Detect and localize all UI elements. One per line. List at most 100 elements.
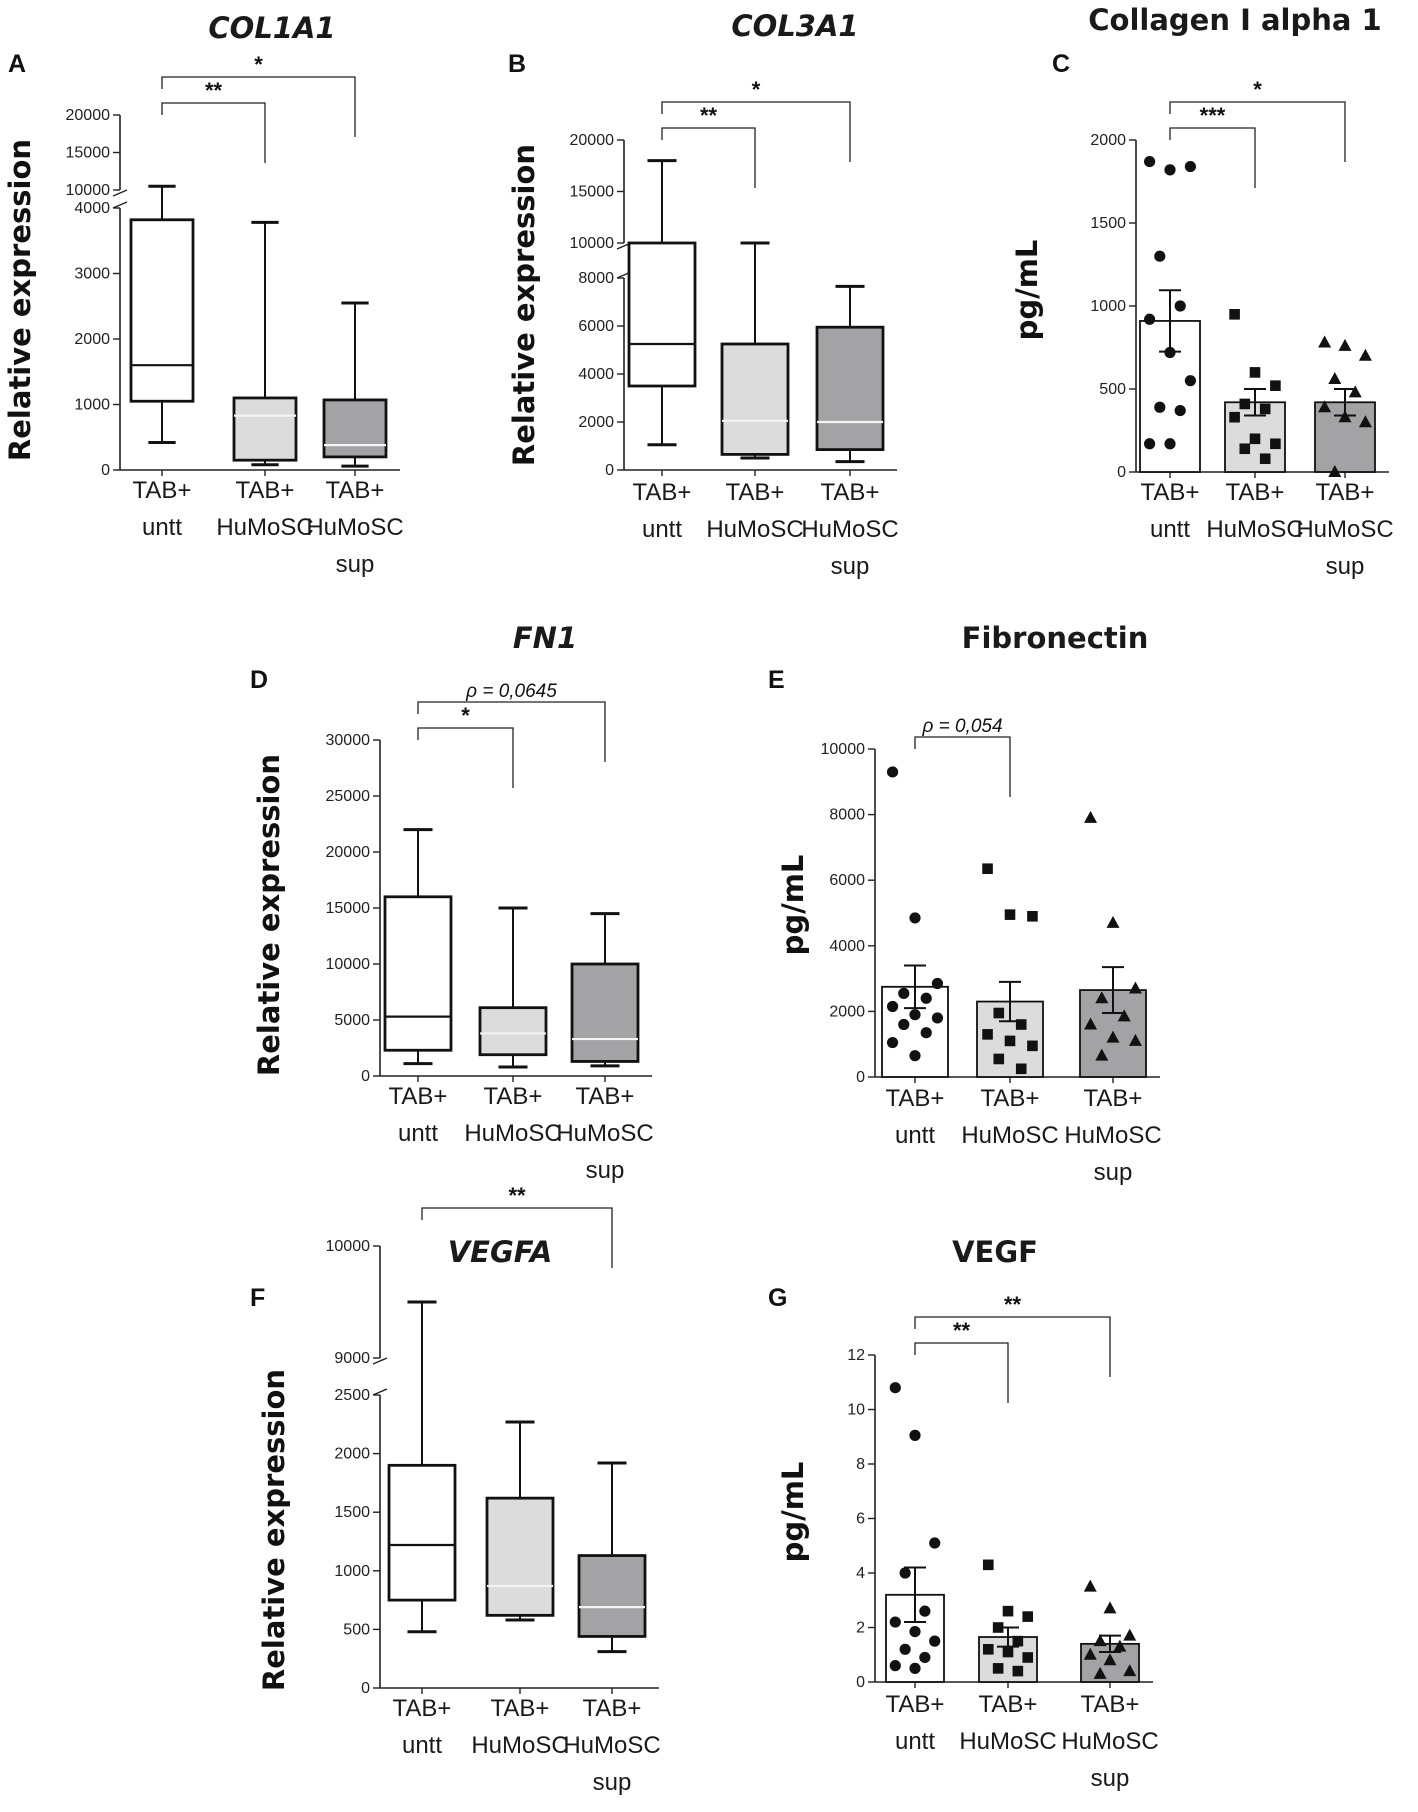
category-label-humosc-sup: sup	[1091, 1765, 1130, 1792]
category-label-humosc-sup: HuMoSC	[801, 516, 898, 543]
panel-label-c: C	[1052, 50, 1070, 78]
data-point-circle	[929, 1635, 941, 1647]
category-label-untt: TAB+	[886, 1085, 945, 1112]
data-point-square	[1239, 443, 1251, 455]
box-iqr	[383, 895, 453, 1052]
box-iqr	[815, 325, 885, 452]
category-label-humosc-sup: sup	[336, 551, 375, 578]
box-humosc	[485, 1420, 555, 1622]
data-point-triangle	[1106, 915, 1120, 928]
data-point-circle	[909, 1009, 921, 1021]
category-label-humosc: TAB+	[491, 1695, 550, 1722]
title-collagen-i-alpha-1: Collagen I alpha 1	[1088, 3, 1381, 37]
significance-label: **	[700, 103, 718, 128]
y-tick-label: 10000	[326, 956, 371, 973]
data-point-triangle	[1358, 348, 1372, 361]
data-point-square	[982, 863, 993, 875]
y-tick-label: 4000	[829, 938, 865, 955]
data-point-triangle	[1348, 385, 1362, 398]
y-tick-label: 1500	[1090, 215, 1126, 232]
category-label-humosc: HuMoSC	[706, 516, 803, 543]
data-point-square	[1229, 411, 1240, 423]
data-point-square	[993, 1053, 1005, 1065]
category-label-untt: untt	[895, 1728, 935, 1755]
box-untt	[129, 184, 195, 444]
data-point-square	[1229, 309, 1240, 320]
data-point-circle	[909, 912, 921, 924]
y-tick-label: 4000	[74, 200, 110, 217]
axis-break-mark-a	[112, 201, 128, 209]
bracket-line	[661, 127, 756, 188]
data-point-circle	[1164, 164, 1176, 176]
data-point-circle	[898, 1018, 910, 1031]
data-point-square	[992, 1622, 1004, 1633]
data-point-triangle	[1093, 1634, 1107, 1647]
category-label-humosc-sup: sup	[831, 553, 870, 580]
significance-bracket-g-0: **	[914, 1318, 1009, 1403]
category-label-untt: TAB+	[633, 479, 692, 506]
significance-bracket-a-1: *	[161, 52, 356, 137]
bar-group-humosc-sup	[1079, 810, 1147, 1078]
category-label-humosc-sup: TAB+	[1081, 1691, 1140, 1718]
panel-label-f: F	[250, 1284, 265, 1312]
y-tick-label: 1000	[334, 1563, 370, 1580]
y-tick-label: 8000	[578, 270, 614, 287]
y-tick-label: 4	[856, 1565, 865, 1582]
y-tick-label: 0	[856, 1069, 865, 1086]
data-point-triangle	[1113, 1639, 1127, 1652]
significance-label: **	[953, 1318, 971, 1343]
box-untt	[383, 828, 453, 1066]
category-label-untt: untt	[1150, 516, 1190, 543]
y-tick-label: 2000	[334, 1446, 370, 1463]
category-label-humosc-sup: HuMoSC	[563, 1732, 660, 1759]
significance-label: ρ = 0,0645	[465, 681, 557, 702]
bar-group-untt	[885, 1382, 945, 1683]
category-label-humosc: HuMoSC	[471, 1732, 568, 1759]
y-tick-label: 10000	[326, 1238, 371, 1255]
title-fibronectin: Fibronectin	[962, 621, 1149, 655]
y-axis-label-f: Relative expression	[257, 1369, 291, 1691]
category-label-humosc-sup: TAB+	[821, 479, 880, 506]
y-tick-label: 25000	[326, 788, 371, 805]
bracket-line	[1169, 127, 1256, 188]
axis-break-mark-f	[372, 1388, 388, 1396]
panel-b: 0 2000 4000 6000 8000 10000 15000 20000 TAB+ untt…	[570, 77, 899, 580]
panel-g: 0 2 4 6 8 10 12 TAB+ untt TAB+ HuMoSC TAB+ HuMoSC sup…	[847, 1292, 1158, 1792]
data-point-triangle	[1338, 338, 1352, 351]
category-label-untt: untt	[398, 1120, 438, 1147]
data-point-triangle	[1083, 1647, 1097, 1660]
data-point-square	[1012, 1635, 1024, 1647]
category-label-humosc-sup: TAB+	[576, 1083, 635, 1110]
category-label-humosc: HuMoSC	[959, 1728, 1056, 1755]
data-point-circle	[920, 992, 932, 1004]
y-tick-label: 0	[1117, 464, 1126, 481]
box-iqr	[129, 218, 195, 403]
y-axis-label-d: Relative expression	[252, 754, 286, 1076]
data-point-circle	[886, 1000, 899, 1013]
data-point-circle	[898, 987, 910, 999]
data-point-square	[1249, 433, 1261, 445]
box-humosc-sup	[577, 1461, 647, 1654]
data-point-square	[1259, 403, 1271, 415]
category-label-humosc-sup: TAB+	[1316, 479, 1375, 506]
data-point-square	[1027, 1040, 1038, 1052]
bracket-line	[161, 76, 356, 137]
box-untt	[387, 1300, 457, 1634]
title-vegfa: VEGFA	[448, 1235, 553, 1269]
y-tick-label: 2500	[334, 1387, 370, 1404]
y-axis-label-e: pg/mL	[776, 855, 810, 956]
y-tick-label: 500	[1099, 381, 1126, 398]
box-iqr	[627, 241, 697, 388]
significance-bracket-d-0: *	[417, 703, 514, 788]
panel-label-a: A	[8, 50, 26, 78]
data-point-square	[992, 1663, 1004, 1674]
data-point-square	[1022, 1611, 1034, 1622]
bracket-line	[161, 102, 266, 163]
significance-bracket-b-0: **	[661, 103, 756, 188]
y-tick-label: 1500	[334, 1504, 370, 1521]
y-tick-label: 6	[856, 1511, 865, 1528]
category-label-humosc: TAB+	[726, 479, 785, 506]
data-point-square	[1012, 1665, 1024, 1677]
significance-bracket-e-0: ρ = 0,054	[914, 716, 1011, 797]
